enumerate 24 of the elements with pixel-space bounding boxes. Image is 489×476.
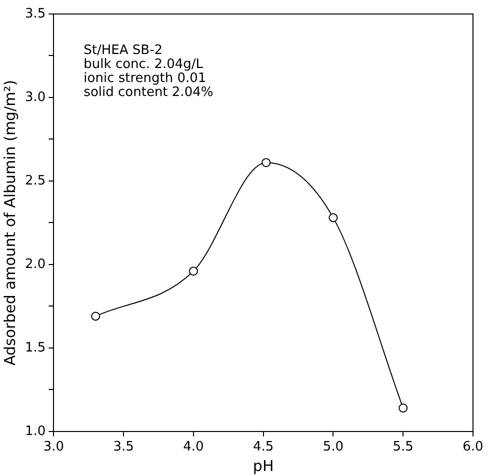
point [262,158,271,168]
x-tick-label: 3.0 [43,440,64,455]
x-tick-label: 5.5 [392,440,414,455]
annotation: solid content 2.04% [84,84,214,100]
point [91,312,100,321]
x-tick-label: 6.0 [462,440,484,455]
annotation: bulk conc. 2.04g/L [84,56,204,72]
y-tick-label: 1.5 [24,340,46,356]
y-tick-label: 2.0 [24,256,46,272]
y-tick-label: 3.0 [24,90,46,105]
y-tick-label: 1.0 [24,424,46,439]
x-axis-title: pH [252,456,274,475]
point [188,266,198,276]
y-tick-label: 3.5 [24,6,46,22]
x-tick-label: 3.5 [113,440,134,455]
annotation: St/HEA SB-2 [84,42,163,58]
x-tick-label: 4.0 [183,440,204,455]
y-axis-title: Adsorbed amount of Albumin (mg/m²) [0,80,19,366]
annotation: ionic strength 0.01 [84,70,206,86]
x-tick-label: 5.0 [322,440,344,455]
y-tick-label: 2.5 [24,173,46,188]
x-tick-label: 4.5 [252,440,274,455]
point [398,404,408,413]
point [328,213,338,222]
